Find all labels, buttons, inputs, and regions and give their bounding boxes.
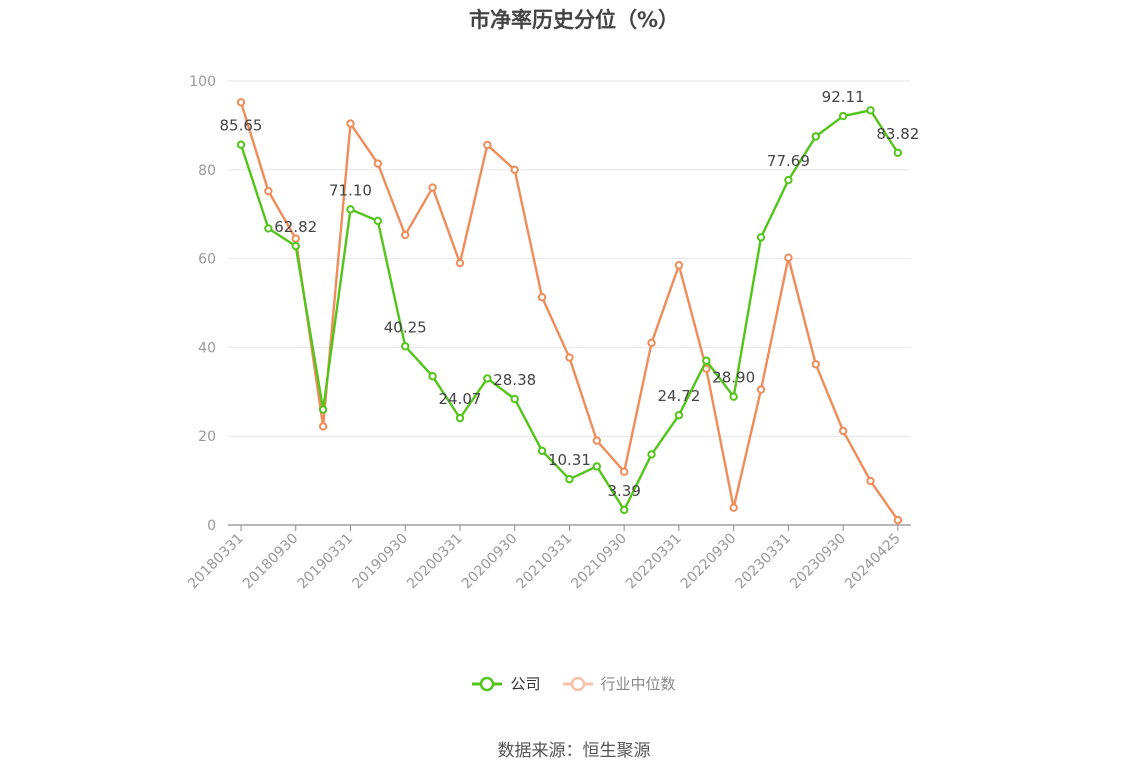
data-point-company	[674, 411, 684, 420]
y-tick-label: 0	[207, 518, 216, 534]
legend-label-industry-median: 行业中位数	[600, 675, 676, 693]
data-point-company	[483, 374, 492, 383]
data-label-company: 62.82	[274, 218, 317, 236]
data-point-company	[838, 111, 848, 121]
data-label-company: 10.31	[548, 451, 591, 469]
data-labels: 85.65 62.82 71.10 40.25 24.07 28.38 10.31 3.39 2…	[220, 88, 920, 500]
x-tick-label: 20190930	[349, 531, 411, 593]
data-point-company	[893, 148, 903, 158]
gridlines	[228, 80, 911, 437]
data-point-industry-median	[784, 253, 793, 262]
x-tick-label: 20180331	[185, 531, 247, 593]
data-point-company	[565, 475, 574, 484]
data-label-company: 3.39	[607, 482, 640, 500]
data-point-company	[291, 241, 300, 251]
data-point-company	[346, 205, 355, 214]
data-point-company	[702, 356, 711, 365]
data-point-industry-median	[318, 422, 328, 431]
data-point-industry-median	[647, 338, 656, 348]
y-tick-label: 60	[198, 252, 216, 268]
data-label-company: 77.69	[767, 152, 810, 170]
data-point-company	[537, 446, 547, 456]
x-tick-label: 20210331	[514, 531, 576, 593]
data-label-company: 71.10	[329, 181, 372, 199]
data-point-industry-median	[811, 360, 820, 369]
x-tick-label: 20190331	[295, 531, 357, 593]
data-point-company	[318, 405, 328, 414]
data-point-industry-median	[291, 234, 300, 243]
data-label-company: 40.25	[384, 318, 427, 336]
x-tick-label: 20220930	[678, 531, 740, 593]
series	[236, 98, 903, 525]
data-point-industry-median	[756, 385, 766, 394]
x-tick-label: 20180930	[240, 531, 302, 593]
legend-company-icon	[472, 676, 503, 691]
source-note: 数据来源：恒生聚源	[497, 741, 651, 761]
data-point-industry-median	[401, 230, 410, 240]
legend-item-company[interactable]: 公司	[472, 673, 541, 694]
x-tick-label: 20200331	[404, 531, 466, 593]
data-point-industry-median	[236, 98, 246, 107]
data-point-industry-median	[729, 503, 738, 512]
legend-item-industry-median[interactable]: 行业中位数	[562, 673, 676, 694]
data-point-company	[866, 106, 875, 115]
data-point-company	[784, 175, 793, 185]
legend-industry-icon	[562, 676, 593, 691]
y-tick-label: 20	[198, 429, 216, 445]
legend: 公司 行业中位数	[0, 673, 1148, 694]
y-tick-label: 80	[198, 163, 216, 179]
data-point-industry-median	[428, 183, 437, 192]
data-point-industry-median	[674, 261, 684, 270]
data-point-industry-median	[264, 186, 273, 196]
data-label-company: 24.72	[657, 387, 700, 405]
x-tick-label: 20220331	[623, 531, 685, 593]
chart-plot: 0 20 40 60 80 100 2018033120180930201903312019…	[185, 74, 920, 593]
x-tick-label: 20210930	[568, 531, 630, 593]
data-point-industry-median	[592, 436, 602, 445]
data-point-company	[756, 233, 766, 242]
legend-label-company: 公司	[510, 675, 541, 693]
y-tick-label: 40	[198, 340, 216, 356]
data-point-company	[401, 342, 410, 351]
chart-title: 市净率历史分位（%）	[468, 8, 680, 32]
x-tick-label: 20240425	[842, 531, 904, 593]
data-point-company	[729, 392, 738, 401]
data-point-company	[428, 372, 437, 381]
data-label-company: 83.82	[876, 125, 919, 143]
data-point-company	[619, 505, 629, 515]
x-tick-label: 20230331	[733, 531, 795, 593]
data-point-industry-median	[893, 515, 903, 525]
data-label-company: 28.90	[712, 369, 755, 387]
data-point-company	[455, 413, 465, 423]
data-point-company	[373, 216, 383, 226]
data-point-industry-median	[373, 159, 383, 168]
data-point-industry-median	[619, 467, 629, 476]
data-point-industry-median	[565, 353, 574, 362]
data-point-company	[592, 462, 602, 471]
data-point-company	[236, 140, 246, 149]
data-label-company: 24.07	[438, 390, 481, 408]
data-point-company	[510, 394, 519, 404]
data-point-industry-median	[510, 165, 519, 175]
data-point-company	[647, 450, 656, 459]
x-tick-label: 20200930	[459, 531, 521, 593]
data-point-company	[264, 224, 273, 233]
data-point-industry-median	[483, 140, 492, 150]
data-point-industry-median	[537, 293, 547, 302]
data-point-industry-median	[838, 426, 848, 436]
data-point-company	[811, 132, 820, 141]
data-label-company: 28.38	[493, 371, 536, 389]
y-tick-label: 100	[189, 74, 216, 90]
data-point-industry-median	[346, 119, 355, 128]
x-tick-label: 20230930	[787, 531, 849, 593]
data-point-industry-median	[866, 476, 875, 486]
data-label-company: 92.11	[822, 88, 865, 106]
data-point-industry-median	[455, 258, 465, 268]
data-label-company: 85.65	[220, 117, 263, 135]
